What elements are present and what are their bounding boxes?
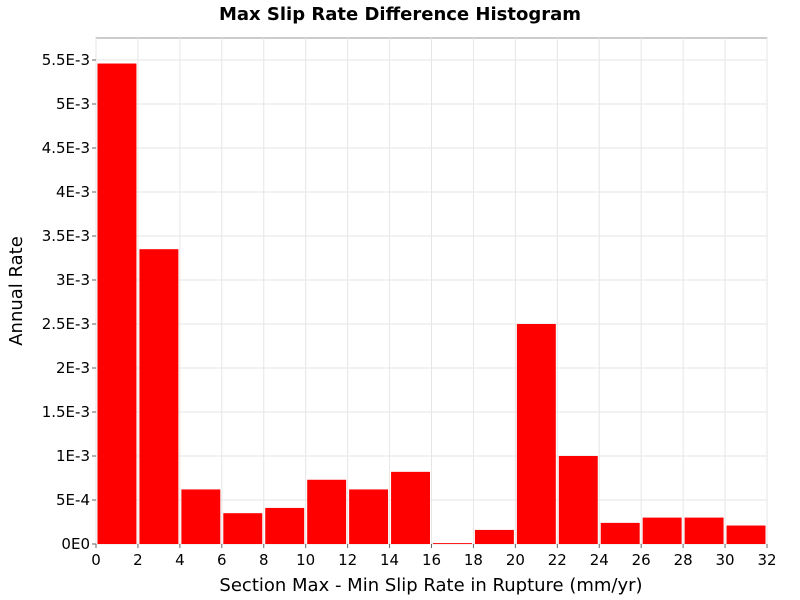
histogram-bar xyxy=(97,63,137,545)
x-tick-label: 14 xyxy=(380,551,399,569)
histogram-bar xyxy=(181,489,221,544)
chart-title: Max Slip Rate Difference Histogram xyxy=(219,4,581,25)
histogram-bar xyxy=(600,522,640,544)
y-tick-label: 4E-3 xyxy=(56,183,90,201)
y-tick-label: 5E-4 xyxy=(56,491,90,509)
y-tick-label: 2E-3 xyxy=(56,359,90,377)
histogram-bar xyxy=(726,525,766,544)
y-tick-label: 3E-3 xyxy=(56,271,90,289)
y-tick-label: 2.5E-3 xyxy=(42,315,90,333)
y-axis-label: Annual Rate xyxy=(6,236,27,346)
x-tick-label: 20 xyxy=(506,551,525,569)
histogram-bar xyxy=(433,543,472,544)
x-tick-label: 6 xyxy=(217,551,227,569)
x-tick-label: 2 xyxy=(133,551,143,569)
histogram-bar xyxy=(307,479,347,544)
histogram-bar xyxy=(558,456,598,544)
x-axis-label: Section Max - Min Slip Rate in Rupture (… xyxy=(219,575,642,596)
x-tick-label: 32 xyxy=(757,551,776,569)
x-tick-label: 28 xyxy=(674,551,693,569)
y-tick-label: 5.5E-3 xyxy=(42,51,90,69)
y-tick-label: 5E-3 xyxy=(56,95,90,113)
x-tick-label: 26 xyxy=(632,551,651,569)
x-tick-label: 10 xyxy=(296,551,315,569)
axis-ticks: 0 2 4 6 8 10 12 14 16 18 20 22 24 26 28 30 320E05E-41E-3… xyxy=(42,51,777,569)
x-tick-label: 18 xyxy=(464,551,483,569)
x-tick-label: 22 xyxy=(548,551,567,569)
y-tick-label: 1E-3 xyxy=(56,447,90,465)
y-tick-label: 3.5E-3 xyxy=(42,227,90,245)
x-tick-label: 30 xyxy=(716,551,735,569)
histogram-bar xyxy=(474,529,514,544)
histogram-bar xyxy=(349,489,389,544)
histogram-bar xyxy=(139,249,179,544)
y-tick-label: 4.5E-3 xyxy=(42,139,90,157)
histogram-bar xyxy=(684,517,724,544)
histogram-bar xyxy=(391,471,430,544)
y-tick-label: 0E0 xyxy=(61,535,90,553)
histogram-bar xyxy=(265,507,305,544)
histogram-bar xyxy=(642,517,682,544)
y-tick-label: 1.5E-3 xyxy=(42,403,90,421)
histogram-bars xyxy=(97,63,766,545)
x-tick-label: 16 xyxy=(422,551,441,569)
x-tick-label: 0 xyxy=(91,551,101,569)
x-tick-label: 24 xyxy=(590,551,609,569)
x-tick-label: 4 xyxy=(175,551,185,569)
histogram-bar xyxy=(516,324,556,544)
x-tick-label: 12 xyxy=(338,551,357,569)
x-tick-label: 8 xyxy=(259,551,269,569)
histogram-bar xyxy=(223,513,263,544)
